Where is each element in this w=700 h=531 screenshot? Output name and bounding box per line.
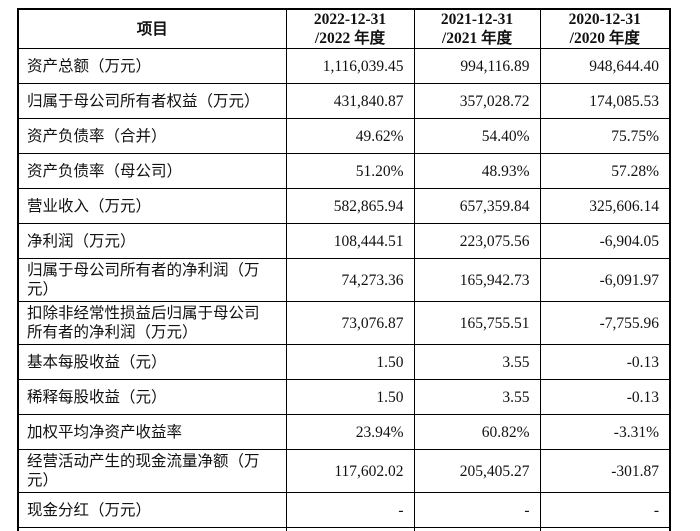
row-value: 54.40% [413, 118, 541, 154]
row-value: 49.62% [285, 118, 415, 154]
header-period-2022-date: 2022-12-31 [313, 11, 387, 28]
row-value: 3.55 [413, 379, 541, 415]
row-label: 净利润（万元） [17, 223, 287, 259]
row-value: 3.55 [413, 344, 541, 380]
row-value: 5.13% [413, 527, 541, 531]
row-value: 582,865.94 [285, 188, 415, 224]
row-value: 325,606.14 [539, 188, 671, 224]
row-value: 165,755.51 [413, 301, 541, 345]
row-label: 资产总额（万元） [17, 48, 287, 84]
row-label: 资产负债率（母公司） [17, 153, 287, 189]
row-value: -6,091.97 [539, 258, 671, 302]
row-value: 74,273.36 [285, 258, 415, 302]
row-label: 营业收入（万元） [17, 188, 287, 224]
table-row: 资产总额（万元） 1,116,039.45 994,116.89 948,644.40 [17, 48, 671, 84]
table-row: 归属于母公司所有者权益（万元） 431,840.87 357,028.72 174,0… [17, 83, 671, 119]
row-value: - [539, 492, 671, 528]
table-row: 基本每股收益（元） 1.50 3.55 -0.13 [17, 344, 671, 380]
row-value: -0.13 [539, 379, 671, 415]
header-period-2022-year: /2022 年度 [314, 30, 386, 47]
row-label: 扣除非经常性损益后归属于母公司所有者的净利润（万元） [17, 301, 287, 345]
row-value: 108,444.51 [285, 223, 415, 259]
table-row: 现金分红（万元） - - - [17, 492, 671, 528]
financial-highlights-table-wrap: 项目 2022-12-31 /2022 年度 2021-12-31 /2021 … [17, 8, 671, 531]
header-period-2021-date: 2021-12-31 [440, 11, 514, 28]
row-value: - [413, 492, 541, 528]
table-row: 资产负债率（合并） 49.62% 54.40% 75.75% [17, 118, 671, 154]
header-period-2021-year: /2021 年度 [441, 30, 513, 47]
row-value: 1.50 [285, 379, 415, 415]
row-value: 23.94% [285, 414, 415, 450]
row-label: 归属于母公司所有者的净利润（万元） [17, 258, 287, 302]
row-value: 8.05% [539, 527, 671, 531]
row-value: 57.28% [539, 153, 671, 189]
row-value: 165,942.73 [413, 258, 541, 302]
table-row: 净利润（万元） 108,444.51 223,075.56 -6,904.05 [17, 223, 671, 259]
header-period-2020-date: 2020-12-31 [568, 11, 641, 28]
table-body: 资产总额（万元） 1,116,039.45 994,116.89 948,644.40… [17, 48, 671, 531]
table-header: 项目 2022-12-31 /2022 年度 2021-12-31 /2021 … [17, 8, 671, 49]
row-value: -3.31% [539, 414, 671, 450]
row-value: 205,405.27 [413, 449, 541, 493]
financial-highlights-table: 项目 2022-12-31 /2022 年度 2021-12-31 /2021 … [17, 8, 671, 531]
row-value: 657,359.84 [413, 188, 541, 224]
table-row: 经营活动产生的现金流量净额（万元） 117,602.02 205,405.27 -30… [17, 449, 671, 493]
row-value: 948,644.40 [539, 48, 671, 84]
row-value: 223,075.56 [413, 223, 541, 259]
table-row: 资产负债率（母公司） 51.20% 48.93% 57.28% [17, 153, 671, 189]
row-value: - [285, 492, 415, 528]
row-label: 稀释每股收益（元） [17, 379, 287, 415]
row-value: 73,076.87 [285, 301, 415, 345]
row-label: 经营活动产生的现金流量净额（万元） [17, 449, 287, 493]
row-value: 60.82% [413, 414, 541, 450]
row-value: -7,755.96 [539, 301, 671, 345]
table-row: 稀释每股收益（元） 1.50 3.55 -0.13 [17, 379, 671, 415]
row-value: 994,116.89 [413, 48, 541, 84]
table-row: 加权平均净资产收益率 23.94% 60.82% -3.31% [17, 414, 671, 450]
row-label: 现金分红（万元） [17, 492, 287, 528]
row-value: 431,840.87 [285, 83, 415, 119]
table-row: 营业收入（万元） 582,865.94 657,359.84 325,606.14 [17, 188, 671, 224]
row-value: 51.20% [285, 153, 415, 189]
header-period-2020: 2020-12-31 /2020 年度 [539, 8, 671, 49]
row-value: 48.93% [413, 153, 541, 189]
table-row: 研发投入占营业收入的比例5.16%5.13%8.05% [17, 527, 671, 531]
header-period-2021: 2021-12-31 /2021 年度 [413, 8, 541, 49]
row-value: -301.87 [539, 449, 671, 493]
row-label: 基本每股收益（元） [17, 344, 287, 380]
header-row: 项目 2022-12-31 /2022 年度 2021-12-31 /2021 … [17, 8, 671, 49]
header-period-2022: 2022-12-31 /2022 年度 [285, 8, 415, 49]
row-value: 174,085.53 [539, 83, 671, 119]
row-label: 研发投入占营业收入的比例 [17, 527, 287, 531]
row-value: 357,028.72 [413, 83, 541, 119]
row-label: 加权平均净资产收益率 [17, 414, 287, 450]
table-row: 归属于母公司所有者的净利润（万元） 74,273.36 165,942.73 -6,0… [17, 258, 671, 302]
row-label: 资产负债率（合并） [17, 118, 287, 154]
header-item-column: 项目 [17, 8, 287, 49]
table-row: 扣除非经常性损益后归属于母公司所有者的净利润（万元） 73,076.87 165,7… [17, 301, 671, 345]
row-value: 75.75% [539, 118, 671, 154]
row-value: 1,116,039.45 [285, 48, 415, 84]
row-value: 5.16% [285, 527, 415, 531]
row-value: 117,602.02 [285, 449, 415, 493]
row-value: -0.13 [539, 344, 671, 380]
row-value: 1.50 [285, 344, 415, 380]
row-label: 归属于母公司所有者权益（万元） [17, 83, 287, 119]
row-value: -6,904.05 [539, 223, 671, 259]
header-period-2020-year: /2020 年度 [569, 30, 640, 47]
